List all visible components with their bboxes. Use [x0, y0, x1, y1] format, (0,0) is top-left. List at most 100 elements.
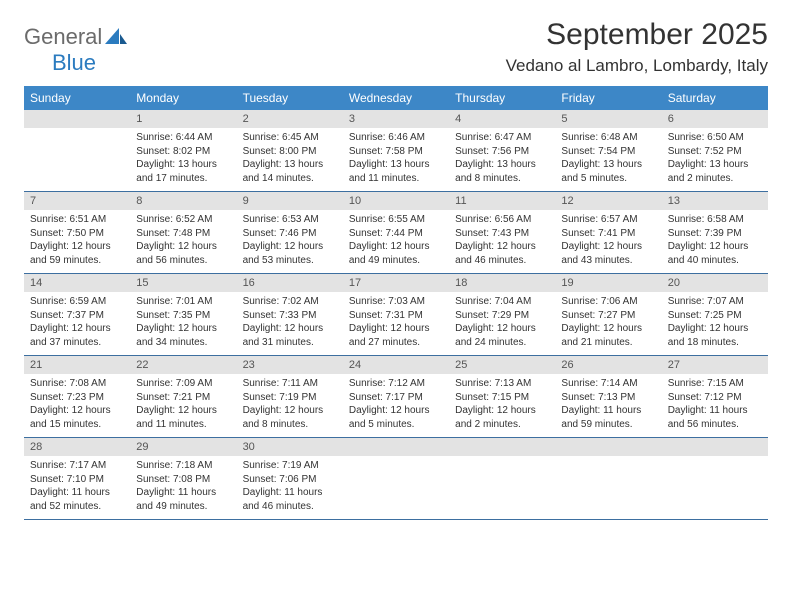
calendar-cell: 5Sunrise: 6:48 AMSunset: 7:54 PMDaylight… — [555, 110, 661, 192]
calendar: Sunday Monday Tuesday Wednesday Thursday… — [24, 86, 768, 520]
sunset-text: Sunset: 7:19 PM — [243, 391, 337, 405]
day-details: Sunrise: 7:12 AMSunset: 7:17 PMDaylight:… — [343, 374, 449, 437]
day-details: Sunrise: 6:58 AMSunset: 7:39 PMDaylight:… — [662, 210, 768, 273]
day-details: Sunrise: 7:18 AMSunset: 7:08 PMDaylight:… — [130, 456, 236, 519]
daylight-text: Daylight: 11 hours and 59 minutes. — [561, 404, 655, 431]
calendar-cell: 19Sunrise: 7:06 AMSunset: 7:27 PMDayligh… — [555, 274, 661, 356]
day-details: Sunrise: 7:02 AMSunset: 7:33 PMDaylight:… — [237, 292, 343, 355]
sunset-text: Sunset: 7:43 PM — [455, 227, 549, 241]
daylight-text: Daylight: 13 hours and 17 minutes. — [136, 158, 230, 185]
sunrise-text: Sunrise: 7:11 AM — [243, 377, 337, 391]
logo-sail-icon — [105, 26, 127, 44]
daylight-text: Daylight: 12 hours and 34 minutes. — [136, 322, 230, 349]
day-details — [555, 456, 661, 512]
calendar-cell: 22Sunrise: 7:09 AMSunset: 7:21 PMDayligh… — [130, 356, 236, 438]
header: General Blue September 2025 Vedano al La… — [24, 18, 768, 76]
day-details: Sunrise: 7:06 AMSunset: 7:27 PMDaylight:… — [555, 292, 661, 355]
sunrise-text: Sunrise: 6:56 AM — [455, 213, 549, 227]
calendar-cell: 21Sunrise: 7:08 AMSunset: 7:23 PMDayligh… — [24, 356, 130, 438]
daylight-text: Daylight: 13 hours and 14 minutes. — [243, 158, 337, 185]
sunset-text: Sunset: 7:29 PM — [455, 309, 549, 323]
daylight-text: Daylight: 12 hours and 49 minutes. — [349, 240, 443, 267]
day-number: 9 — [237, 192, 343, 210]
daylight-text: Daylight: 13 hours and 2 minutes. — [668, 158, 762, 185]
daylight-text: Daylight: 12 hours and 53 minutes. — [243, 240, 337, 267]
calendar-cell: 1Sunrise: 6:44 AMSunset: 8:02 PMDaylight… — [130, 110, 236, 192]
sunset-text: Sunset: 7:48 PM — [136, 227, 230, 241]
title-block: September 2025 Vedano al Lambro, Lombard… — [506, 18, 768, 76]
day-number: 12 — [555, 192, 661, 210]
calendar-cell: 25Sunrise: 7:13 AMSunset: 7:15 PMDayligh… — [449, 356, 555, 438]
day-details: Sunrise: 6:46 AMSunset: 7:58 PMDaylight:… — [343, 128, 449, 191]
sunrise-text: Sunrise: 6:55 AM — [349, 213, 443, 227]
daylight-text: Daylight: 12 hours and 15 minutes. — [30, 404, 124, 431]
calendar-cell: 2Sunrise: 6:45 AMSunset: 8:00 PMDaylight… — [237, 110, 343, 192]
daylight-text: Daylight: 12 hours and 8 minutes. — [243, 404, 337, 431]
daylight-text: Daylight: 12 hours and 31 minutes. — [243, 322, 337, 349]
day-number: 26 — [555, 356, 661, 374]
day-details: Sunrise: 7:01 AMSunset: 7:35 PMDaylight:… — [130, 292, 236, 355]
calendar-cell: 8Sunrise: 6:52 AMSunset: 7:48 PMDaylight… — [130, 192, 236, 274]
daylight-text: Daylight: 13 hours and 5 minutes. — [561, 158, 655, 185]
day-number: 1 — [130, 110, 236, 128]
calendar-cell: 11Sunrise: 6:56 AMSunset: 7:43 PMDayligh… — [449, 192, 555, 274]
calendar-cell: 7Sunrise: 6:51 AMSunset: 7:50 PMDaylight… — [24, 192, 130, 274]
sunset-text: Sunset: 7:50 PM — [30, 227, 124, 241]
day-details: Sunrise: 6:47 AMSunset: 7:56 PMDaylight:… — [449, 128, 555, 191]
daylight-text: Daylight: 11 hours and 46 minutes. — [243, 486, 337, 513]
day-number: 28 — [24, 438, 130, 456]
sunrise-text: Sunrise: 6:52 AM — [136, 213, 230, 227]
sunrise-text: Sunrise: 7:01 AM — [136, 295, 230, 309]
day-details: Sunrise: 7:15 AMSunset: 7:12 PMDaylight:… — [662, 374, 768, 437]
calendar-cell — [343, 438, 449, 520]
sunrise-text: Sunrise: 7:03 AM — [349, 295, 443, 309]
calendar-cell: 26Sunrise: 7:14 AMSunset: 7:13 PMDayligh… — [555, 356, 661, 438]
day-number — [343, 438, 449, 456]
sunrise-text: Sunrise: 7:13 AM — [455, 377, 549, 391]
sunset-text: Sunset: 7:33 PM — [243, 309, 337, 323]
sunset-text: Sunset: 7:39 PM — [668, 227, 762, 241]
day-details: Sunrise: 7:17 AMSunset: 7:10 PMDaylight:… — [24, 456, 130, 519]
sunrise-text: Sunrise: 7:15 AM — [668, 377, 762, 391]
day-number: 19 — [555, 274, 661, 292]
day-number: 16 — [237, 274, 343, 292]
sunrise-text: Sunrise: 6:48 AM — [561, 131, 655, 145]
sunset-text: Sunset: 7:37 PM — [30, 309, 124, 323]
weekday-tuesday: Tuesday — [237, 86, 343, 110]
day-number — [24, 110, 130, 128]
daylight-text: Daylight: 11 hours and 49 minutes. — [136, 486, 230, 513]
sunset-text: Sunset: 7:31 PM — [349, 309, 443, 323]
daylight-text: Daylight: 11 hours and 56 minutes. — [668, 404, 762, 431]
day-details: Sunrise: 7:14 AMSunset: 7:13 PMDaylight:… — [555, 374, 661, 437]
sunrise-text: Sunrise: 6:44 AM — [136, 131, 230, 145]
calendar-body: 1Sunrise: 6:44 AMSunset: 8:02 PMDaylight… — [24, 110, 768, 520]
sunrise-text: Sunrise: 7:18 AM — [136, 459, 230, 473]
day-details: Sunrise: 6:55 AMSunset: 7:44 PMDaylight:… — [343, 210, 449, 273]
sunrise-text: Sunrise: 6:59 AM — [30, 295, 124, 309]
sunrise-text: Sunrise: 7:19 AM — [243, 459, 337, 473]
weekday-saturday: Saturday — [662, 86, 768, 110]
calendar-cell: 3Sunrise: 6:46 AMSunset: 7:58 PMDaylight… — [343, 110, 449, 192]
day-number: 23 — [237, 356, 343, 374]
day-number: 10 — [343, 192, 449, 210]
day-number: 27 — [662, 356, 768, 374]
daylight-text: Daylight: 12 hours and 46 minutes. — [455, 240, 549, 267]
sunset-text: Sunset: 7:23 PM — [30, 391, 124, 405]
day-details: Sunrise: 7:19 AMSunset: 7:06 PMDaylight:… — [237, 456, 343, 519]
logo-text: General Blue — [24, 24, 127, 76]
day-number: 2 — [237, 110, 343, 128]
calendar-cell: 28Sunrise: 7:17 AMSunset: 7:10 PMDayligh… — [24, 438, 130, 520]
logo-text-blue: Blue — [52, 50, 96, 75]
day-number: 15 — [130, 274, 236, 292]
day-details: Sunrise: 6:48 AMSunset: 7:54 PMDaylight:… — [555, 128, 661, 191]
sunset-text: Sunset: 7:52 PM — [668, 145, 762, 159]
daylight-text: Daylight: 12 hours and 2 minutes. — [455, 404, 549, 431]
sunset-text: Sunset: 7:13 PM — [561, 391, 655, 405]
daylight-text: Daylight: 12 hours and 37 minutes. — [30, 322, 124, 349]
daylight-text: Daylight: 12 hours and 21 minutes. — [561, 322, 655, 349]
day-details: Sunrise: 6:45 AMSunset: 8:00 PMDaylight:… — [237, 128, 343, 191]
sunset-text: Sunset: 7:44 PM — [349, 227, 443, 241]
calendar-cell: 17Sunrise: 7:03 AMSunset: 7:31 PMDayligh… — [343, 274, 449, 356]
calendar-cell — [24, 110, 130, 192]
day-number: 30 — [237, 438, 343, 456]
